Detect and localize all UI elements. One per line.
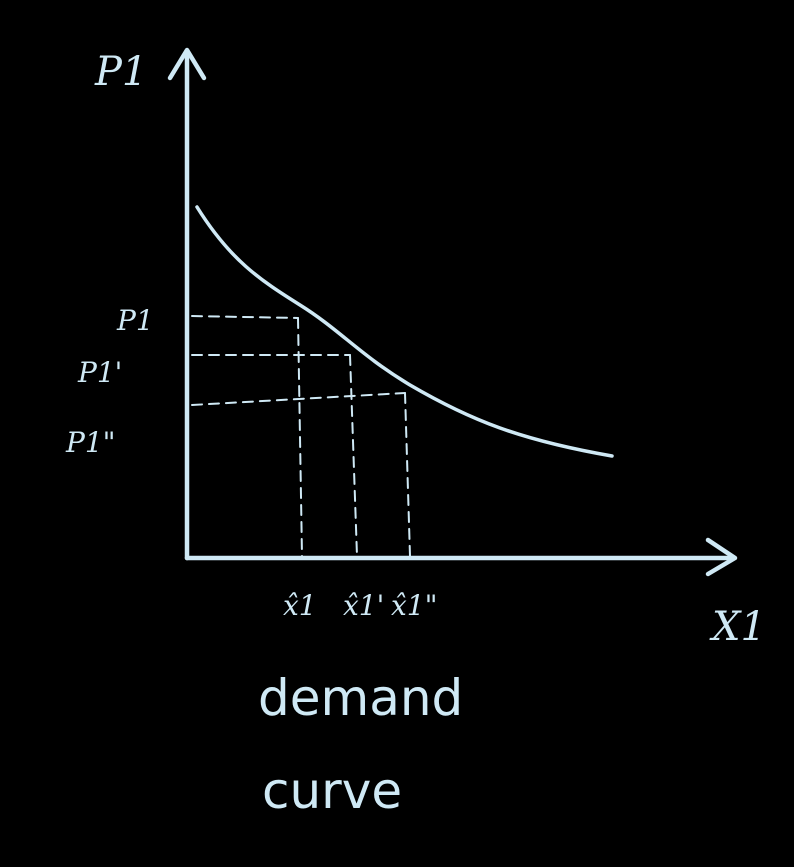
quantity-label-x1: x̂1: [283, 589, 317, 622]
y-axis-label: P1: [94, 49, 147, 95]
quantity-label-x1-prime: x̂1': [343, 589, 384, 622]
price-label-p1: P1: [116, 304, 154, 337]
quantity-label-x1-double-prime: x̂1": [391, 589, 437, 622]
demand-curve: [195, 205, 614, 458]
y-axis-arrowhead: [167, 47, 207, 81]
guide-lines: [191, 315, 411, 557]
price-label-p1-prime: P1': [77, 356, 122, 389]
caption-line-2: curve: [262, 762, 402, 820]
quantity-guide-x1-prime: [349, 354, 358, 557]
price-label-p1-double-prime: P1": [65, 426, 116, 459]
quantity-guide-x1-double-prime: [404, 392, 411, 557]
price-guide-p1-double-prime: [191, 392, 406, 406]
x-axis-arrowhead: [705, 537, 738, 577]
price-guide-p1: [191, 315, 299, 319]
axes: [167, 47, 738, 577]
caption-line-1: demand: [258, 669, 463, 727]
x-axis-label: X1: [709, 604, 766, 650]
quantity-guide-x1: [297, 317, 303, 557]
